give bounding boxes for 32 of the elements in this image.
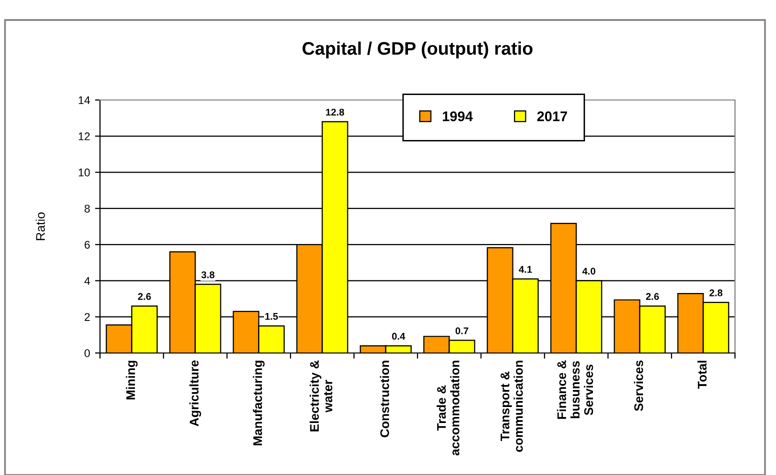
x-tick-label: Mining — [126, 360, 138, 400]
data-label: 1.5 — [265, 313, 278, 320]
y-axis-title: Ratio — [36, 212, 45, 240]
x-tick-label: Finance & busuness Services — [556, 360, 594, 419]
y-tick-label: 10 — [78, 168, 90, 176]
x-tick-label: Electricity & water — [310, 360, 332, 432]
y-tick-label: 0 — [84, 349, 90, 358]
data-label: 3.8 — [201, 271, 214, 278]
data-label: 0.7 — [456, 327, 468, 334]
data-label: 2.6 — [138, 293, 151, 300]
data-label: 4.0 — [582, 268, 596, 275]
y-tick-label: 2 — [84, 313, 90, 321]
y-tick-label: 6 — [84, 240, 90, 249]
y-tick-label: 14 — [78, 96, 90, 104]
x-tick-label: Manufacturing — [252, 360, 265, 446]
y-tick-label: 4 — [84, 277, 90, 285]
chart-title: Capital / GDP (output) ratio — [302, 42, 532, 58]
x-tick-label: Total — [697, 360, 707, 389]
data-label: 2.8 — [710, 289, 722, 296]
y-tick-label: 8 — [84, 204, 90, 213]
x-tick-label: Trade & accommodation — [436, 360, 460, 456]
data-label: 4.1 — [518, 266, 532, 273]
x-tick-label: Construction — [380, 360, 390, 438]
data-label: 12.8 — [326, 108, 344, 116]
legend-label: 1994 — [442, 111, 473, 122]
legend-label: 2017 — [537, 111, 568, 122]
x-tick-label: Agriculture — [189, 360, 202, 426]
y-tick-label: 12 — [78, 132, 90, 140]
data-label: 2.6 — [646, 293, 659, 300]
x-tick-label: Services — [634, 360, 644, 412]
x-tick-label: Transport & communication — [500, 360, 523, 452]
data-label: 0.4 — [392, 332, 406, 340]
